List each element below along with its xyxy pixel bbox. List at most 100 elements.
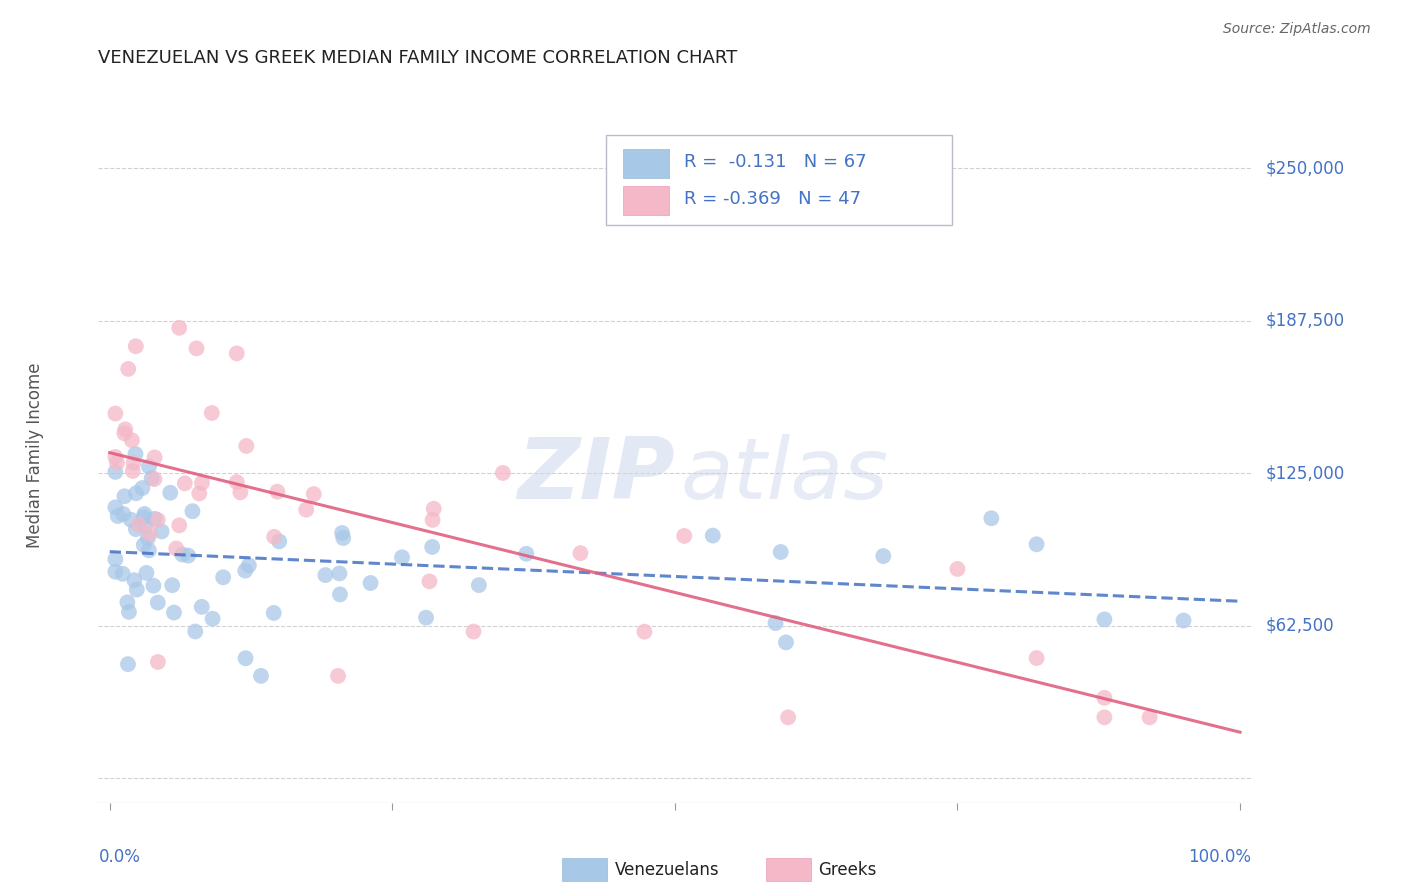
Point	[131, 481, 153, 495]
Point	[201, 406, 224, 420]
Point	[120, 513, 142, 527]
Text: $187,500: $187,500	[1265, 311, 1344, 330]
Text: R =  -0.131   N = 67: R = -0.131 N = 67	[685, 153, 866, 171]
FancyBboxPatch shape	[623, 186, 669, 215]
Point	[138, 459, 160, 474]
Point	[159, 485, 181, 500]
Point	[233, 564, 256, 578]
Text: R = -0.369   N = 47: R = -0.369 N = 47	[685, 190, 862, 208]
Point	[188, 486, 211, 500]
Point	[1092, 612, 1115, 626]
Point	[139, 526, 162, 541]
Point	[1173, 614, 1195, 628]
Point	[238, 558, 260, 573]
Point	[146, 513, 169, 527]
Point	[266, 484, 288, 499]
FancyBboxPatch shape	[623, 149, 669, 178]
Point	[172, 548, 194, 562]
Point	[134, 507, 156, 521]
Point	[673, 529, 696, 543]
Point	[114, 489, 136, 503]
Point	[633, 624, 655, 639]
Point	[468, 578, 491, 592]
Point	[302, 487, 325, 501]
Point	[125, 486, 148, 500]
Point	[125, 339, 148, 353]
Text: VENEZUELAN VS GREEK MEDIAN FAMILY INCOME CORRELATION CHART: VENEZUELAN VS GREEK MEDIAN FAMILY INCOME…	[98, 49, 738, 67]
Point	[1139, 710, 1161, 724]
Point	[143, 450, 166, 465]
Point	[184, 624, 207, 639]
Point	[111, 566, 134, 581]
Point	[136, 531, 159, 545]
Text: Greeks: Greeks	[818, 861, 877, 879]
Point	[104, 450, 127, 464]
Point	[117, 657, 139, 672]
Point	[121, 464, 143, 478]
Point	[160, 578, 183, 592]
Point	[112, 426, 135, 441]
Point	[263, 606, 285, 620]
Point	[225, 475, 247, 490]
Text: $125,000: $125,000	[1265, 464, 1344, 483]
Point	[143, 472, 166, 486]
Point	[167, 518, 190, 533]
Point	[181, 504, 204, 518]
Point	[121, 434, 143, 448]
Point	[872, 549, 894, 563]
Point	[128, 517, 150, 532]
Point	[124, 574, 146, 588]
Point	[141, 471, 163, 485]
Point	[135, 566, 157, 580]
Text: 100.0%: 100.0%	[1188, 848, 1251, 866]
Point	[112, 507, 135, 521]
Point	[269, 534, 291, 549]
Point	[190, 599, 212, 614]
Point	[117, 362, 139, 376]
Point	[165, 541, 187, 556]
Text: $62,500: $62,500	[1265, 616, 1334, 635]
Point	[569, 546, 592, 560]
Point	[235, 651, 257, 665]
Text: Median Family Income: Median Family Income	[25, 362, 44, 548]
Point	[104, 552, 127, 566]
Point	[229, 485, 252, 500]
Point	[125, 582, 148, 597]
Point	[191, 475, 214, 490]
Point	[163, 606, 186, 620]
Point	[492, 466, 515, 480]
Point	[142, 579, 165, 593]
Point	[118, 605, 141, 619]
Point	[263, 530, 285, 544]
Point	[420, 540, 443, 554]
Text: Venezuelans: Venezuelans	[614, 861, 718, 879]
Point	[329, 587, 352, 601]
Point	[125, 522, 148, 536]
Point	[122, 456, 145, 470]
Point	[114, 422, 136, 436]
Text: $250,000: $250,000	[1265, 159, 1344, 178]
Point	[146, 655, 169, 669]
Point	[138, 543, 160, 558]
Point	[134, 518, 156, 533]
Point	[104, 407, 127, 421]
Point	[463, 624, 485, 639]
Point	[104, 500, 127, 515]
Point	[418, 574, 440, 589]
Point	[124, 447, 146, 461]
Point	[330, 526, 353, 541]
Point	[104, 465, 127, 479]
Point	[167, 321, 190, 335]
Point	[146, 596, 169, 610]
Text: 0.0%: 0.0%	[98, 848, 141, 866]
Point	[117, 595, 139, 609]
Point	[105, 456, 128, 470]
Point	[314, 568, 336, 582]
Text: atlas: atlas	[681, 434, 889, 517]
Point	[150, 524, 173, 539]
Point	[177, 549, 200, 563]
Point	[769, 545, 792, 559]
Point	[702, 528, 724, 542]
Point	[775, 635, 797, 649]
Point	[132, 538, 155, 552]
